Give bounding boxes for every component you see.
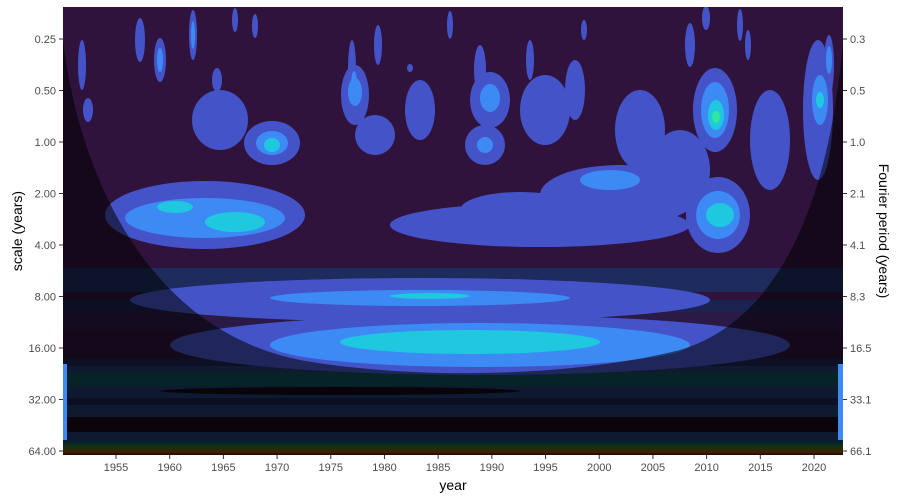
power-contour: [78, 40, 86, 90]
power-contour: [135, 18, 145, 62]
x-tick-label: 1995: [533, 462, 557, 474]
y-right-tick-label: 66.1: [850, 446, 871, 458]
power-contour: [340, 330, 600, 354]
y-tick-label: 8.00: [35, 292, 56, 304]
power-contour: [390, 293, 470, 299]
power-contour: [212, 68, 222, 92]
power-contour: [447, 11, 453, 39]
power-contour: [157, 48, 163, 72]
power-contour: [264, 138, 280, 152]
power-contour: [526, 40, 534, 80]
plot-area: [63, 7, 843, 455]
y-right-tick-label: 2.1: [850, 189, 865, 201]
power-contour: [706, 203, 734, 227]
y-tick-label: 1.00: [35, 137, 56, 149]
power-contour: [581, 20, 587, 40]
x-tick-label: 1955: [104, 462, 128, 474]
power-contour: [580, 170, 640, 190]
power-contour: [520, 75, 570, 145]
y-right-tick-label: 33.1: [850, 395, 871, 407]
power-contour: [191, 21, 195, 49]
y-right-tick-label: 4.1: [850, 240, 865, 252]
cone-of-influence: [63, 40, 843, 455]
y-tick-label: 2.00: [35, 189, 56, 201]
power-contour: [480, 84, 500, 112]
y-tick-label: 32.00: [28, 395, 56, 407]
x-axis: 1955 1960 1965 1970 1975 1980 1985 1990 1995 2000…: [104, 455, 826, 474]
power-contour: [615, 90, 665, 170]
y-axis-right: 0.3 0.5 1.0 2.1 4.1 8.3 16.5 33.1 66.1: [843, 34, 871, 458]
power-contour: [816, 92, 824, 108]
x-tick-label: 2020: [802, 462, 826, 474]
power-contour: [355, 115, 395, 155]
power-contour: [685, 23, 695, 67]
x-tick-label: 1990: [480, 462, 504, 474]
y-right-tick-label: 1.0: [850, 137, 865, 149]
y-right-tick-label: 0.3: [850, 34, 865, 46]
power-contour: [232, 8, 238, 32]
y-axis-label-left: scale (years): [9, 191, 25, 271]
power-contour: [83, 98, 93, 122]
y-tick-label: 16.00: [28, 343, 56, 355]
power-contour: [477, 137, 493, 153]
y-right-tick-label: 16.5: [850, 343, 871, 355]
power-contour: [826, 46, 832, 74]
y-right-tick-label: 8.3: [850, 292, 865, 304]
power-contour: [474, 45, 486, 95]
power-contour: [565, 60, 585, 120]
edge-strip: [63, 364, 67, 440]
x-tick-label: 2010: [694, 462, 718, 474]
power-contour: [712, 111, 720, 123]
x-tick-label: 1985: [426, 462, 450, 474]
x-tick-label: 2000: [587, 462, 611, 474]
y-axis-label-right: Fourier period (years): [876, 164, 892, 299]
y-tick-label: 0.25: [35, 34, 56, 46]
power-contour: [737, 9, 743, 41]
power-contour: [745, 30, 751, 60]
x-tick-label: 2005: [641, 462, 665, 474]
x-tick-label: 2015: [748, 462, 772, 474]
x-tick-label: 1960: [157, 462, 181, 474]
y-tick-label: 4.00: [35, 240, 56, 252]
power-contour: [374, 25, 382, 65]
power-contour: [351, 71, 357, 99]
power-contour: [405, 80, 435, 140]
power-contour: [157, 201, 193, 213]
y-axis-left: 0.25 0.50 1.00 2.00 4.00 8.00 16.00 32.00 64.00: [28, 34, 63, 458]
edge-strip: [838, 364, 843, 440]
x-tick-label: 1965: [211, 462, 235, 474]
y-tick-label: 0.50: [35, 86, 56, 98]
power-contour: [192, 90, 248, 150]
x-tick-label: 1980: [372, 462, 396, 474]
y-right-tick-label: 0.5: [850, 86, 865, 98]
x-axis-label: year: [439, 477, 467, 493]
x-tick-label: 1975: [319, 462, 343, 474]
y-tick-label: 64.00: [28, 446, 56, 458]
power-contour: [252, 14, 258, 38]
power-contour: [702, 7, 710, 30]
power-contour: [205, 212, 265, 232]
power-contour: [407, 64, 413, 72]
x-tick-label: 1970: [265, 462, 289, 474]
power-contour: [750, 90, 790, 190]
